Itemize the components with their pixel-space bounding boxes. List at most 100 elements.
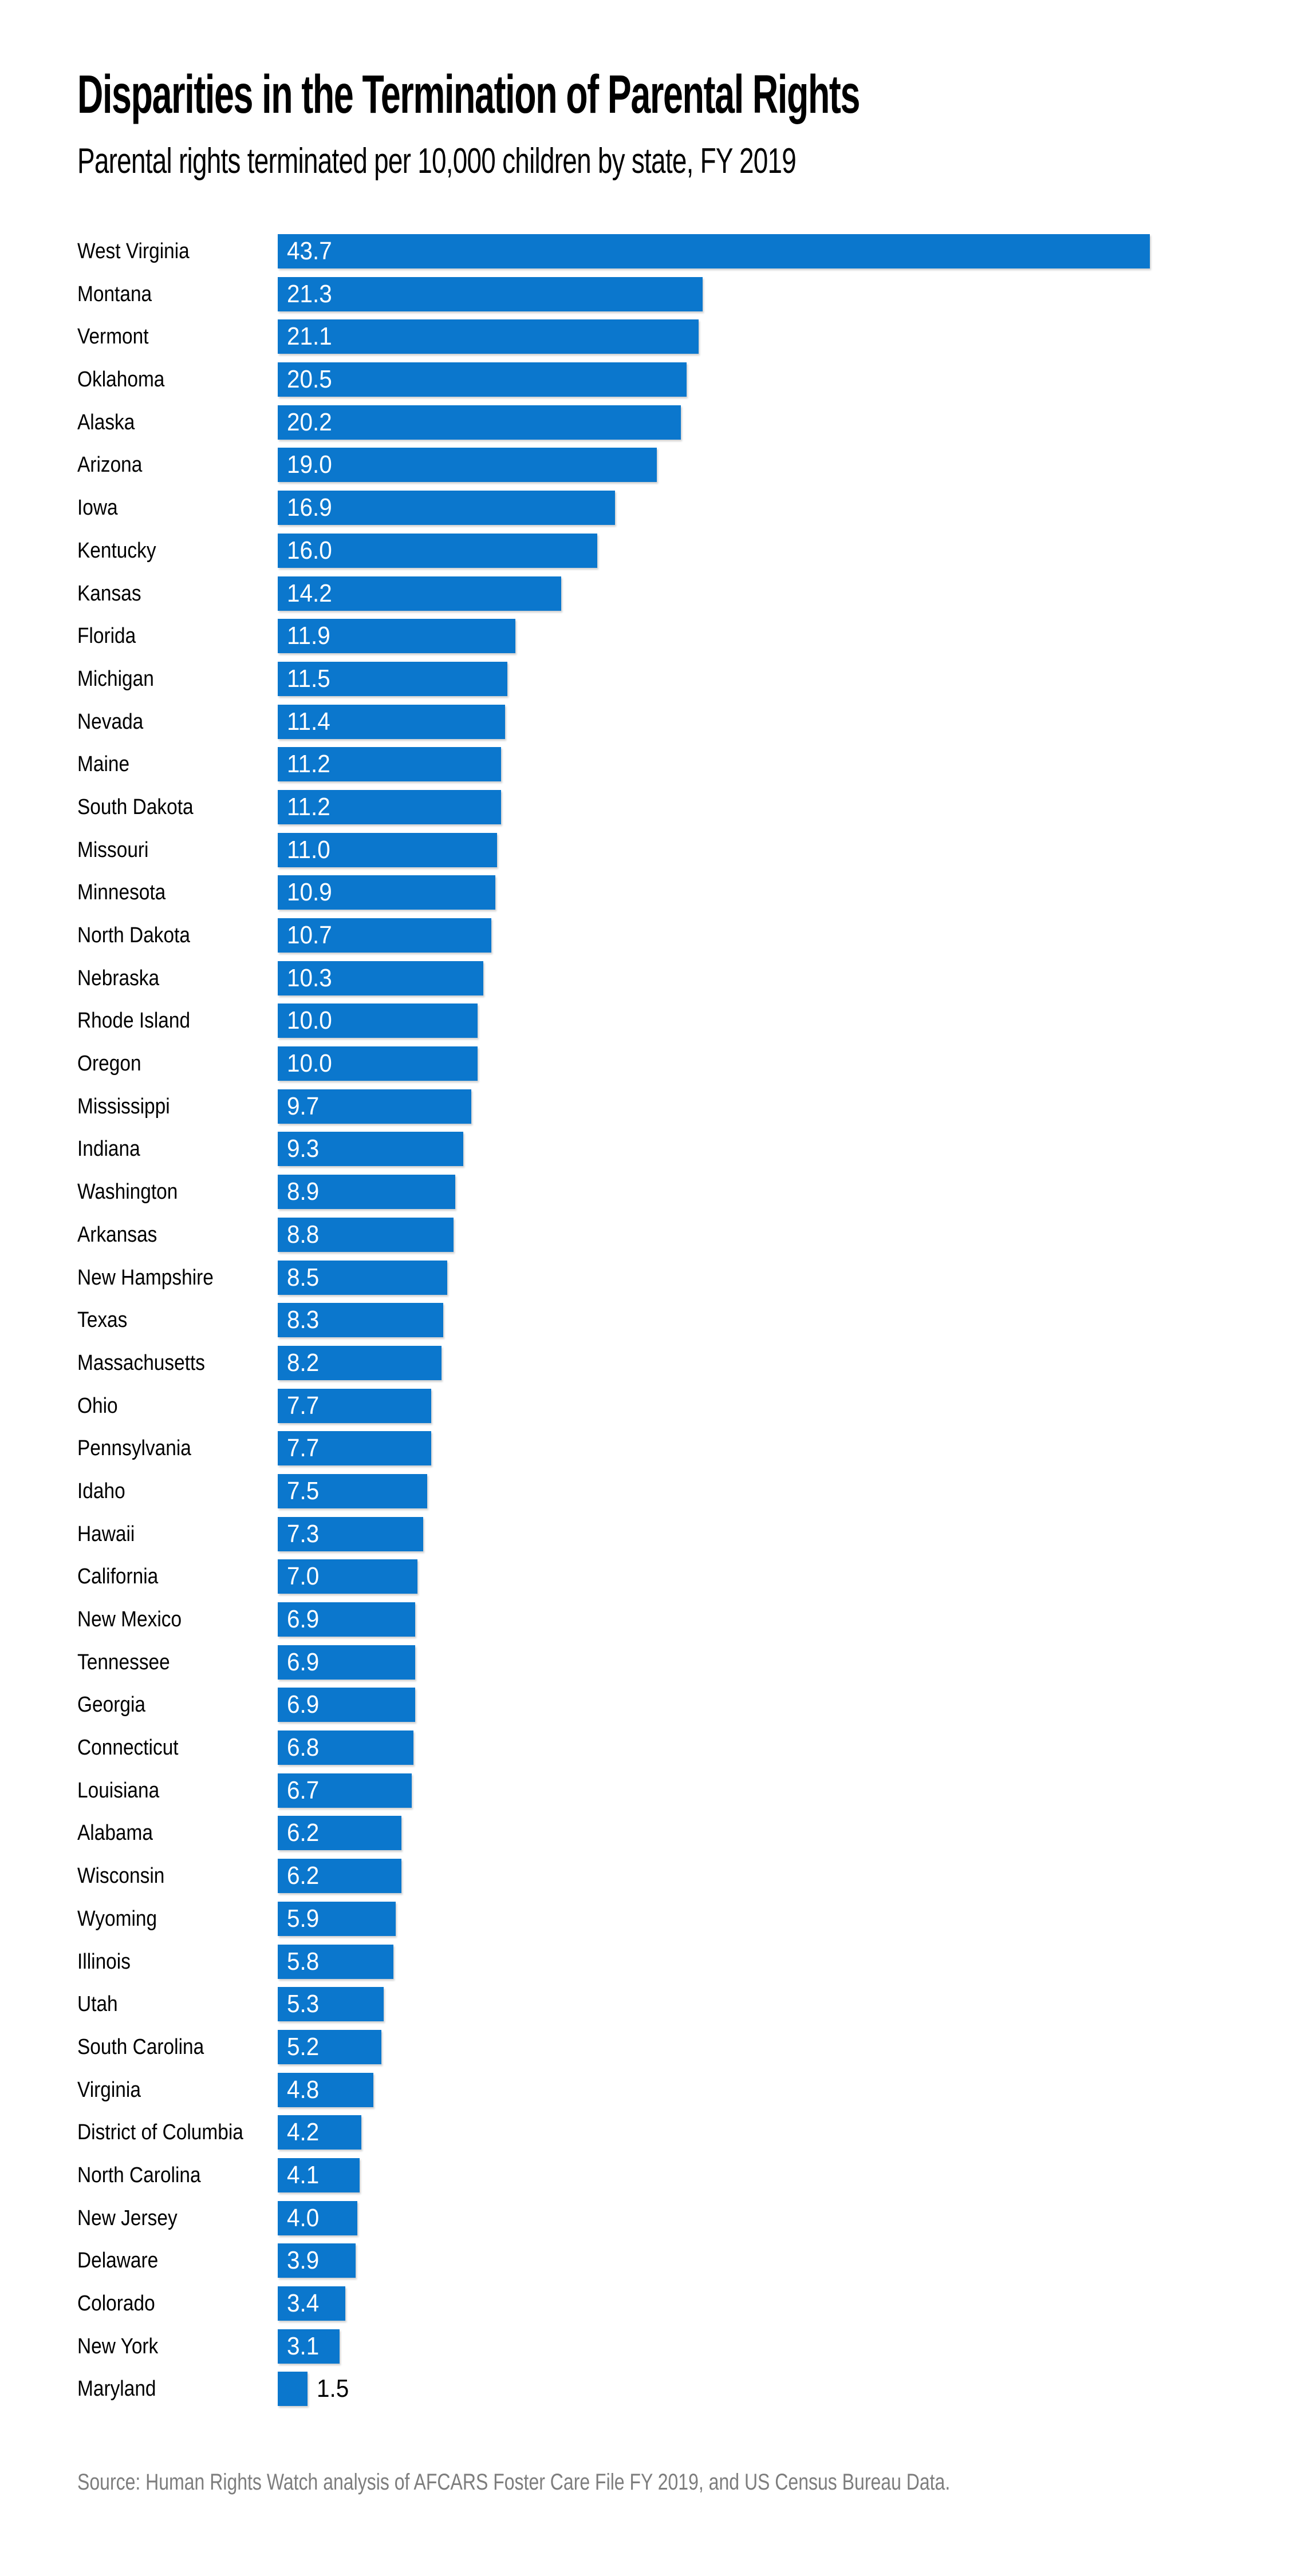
bar-track: 43.7	[278, 234, 1150, 268]
value-label: 6.8	[287, 1733, 320, 1762]
bar-row: Colorado 3.4	[77, 2286, 1289, 2321]
state-label: Michigan	[77, 666, 154, 691]
bar: 4.1	[278, 2158, 360, 2192]
bar: 8.5	[278, 1260, 448, 1295]
bar-row: Pennsylvania 7.7	[77, 1431, 1289, 1466]
bar-track: 5.8	[278, 1944, 1150, 1979]
state-label: Colorado	[77, 2291, 155, 2316]
bar: 11.0	[278, 832, 498, 867]
bar-row: Louisiana 6.7	[77, 1773, 1289, 1808]
bar-row: Texas 8.3	[77, 1303, 1289, 1338]
state-label: Nevada	[77, 709, 144, 734]
bar: 21.3	[278, 276, 703, 311]
bar: 7.3	[278, 1516, 424, 1551]
bar-track: 5.9	[278, 1901, 1150, 1936]
value-label: 7.0	[287, 1562, 320, 1591]
bar: 10.9	[278, 875, 495, 910]
value-label: 5.2	[287, 2032, 320, 2061]
bar: 11.9	[278, 619, 515, 654]
bar: 6.9	[278, 1645, 416, 1680]
bar: 11.2	[278, 747, 502, 782]
state-label: Pennsylvania	[77, 1436, 191, 1461]
state-label: Mississippi	[77, 1094, 170, 1119]
bar-row: West Virginia 43.7	[77, 234, 1289, 268]
state-label: West Virginia	[77, 239, 190, 263]
value-label: 10.7	[287, 921, 332, 949]
bar-row: Nebraska 10.3	[77, 961, 1289, 995]
bar: 19.0	[278, 448, 657, 483]
bar-row: Oklahoma 20.5	[77, 362, 1289, 397]
state-label: Kentucky	[77, 538, 156, 563]
bar: 16.9	[278, 491, 615, 526]
state-label: Iowa	[77, 496, 118, 520]
bar: 6.9	[278, 1602, 416, 1637]
state-label: New Hampshire	[77, 1265, 214, 1290]
bar-track: 7.7	[278, 1431, 1150, 1466]
bar-track: 4.8	[278, 2072, 1150, 2107]
bar: 5.2	[278, 2029, 382, 2064]
bar: 6.2	[278, 1859, 402, 1894]
value-label: 8.2	[287, 1348, 320, 1377]
state-label: Arizona	[77, 453, 143, 477]
state-label: Georgia	[77, 1693, 145, 1717]
value-label: 4.1	[287, 2160, 320, 2189]
state-label: Utah	[77, 1992, 118, 2017]
value-label: 21.3	[287, 279, 332, 308]
state-label: Rhode Island	[77, 1009, 191, 1033]
state-label: New Mexico	[77, 1607, 182, 1631]
state-label: Maryland	[77, 2377, 156, 2401]
state-label: Connecticut	[77, 1736, 179, 1760]
bar-track: 6.9	[278, 1688, 1150, 1722]
bar-track: 1.5	[278, 2372, 1150, 2407]
bar-row: Kentucky 16.0	[77, 533, 1289, 568]
bar-track: 10.0	[278, 1046, 1150, 1081]
state-label: Florida	[77, 624, 136, 649]
bar: 7.7	[278, 1388, 432, 1423]
state-label: Indiana	[77, 1137, 140, 1161]
bar-track: 3.1	[278, 2329, 1150, 2364]
bar: 6.2	[278, 1816, 402, 1851]
state-label: South Carolina	[77, 2034, 204, 2059]
bar: 10.0	[278, 1046, 478, 1081]
bar-row: Maryland 1.5	[77, 2372, 1289, 2407]
bar-track: 10.3	[278, 961, 1150, 995]
bar-row: Wyoming 5.9	[77, 1901, 1289, 1936]
bar-row: Delaware 3.9	[77, 2243, 1289, 2278]
value-label: 20.2	[287, 408, 332, 436]
bar-track: 7.7	[278, 1388, 1150, 1423]
state-label: Virginia	[77, 2077, 141, 2102]
bar: 6.9	[278, 1688, 416, 1722]
bar-row: Illinois 5.8	[77, 1944, 1289, 1979]
value-label: 4.0	[287, 2203, 320, 2232]
bar-track: 10.9	[278, 875, 1150, 910]
bar: 4.0	[278, 2200, 358, 2235]
bar-track: 9.7	[278, 1089, 1150, 1124]
bar-row: Arkansas 8.8	[77, 1217, 1289, 1252]
value-label: 11.0	[287, 835, 330, 864]
state-label: North Carolina	[77, 2163, 201, 2187]
bar-row: Indiana 9.3	[77, 1132, 1289, 1167]
bar-track: 8.5	[278, 1260, 1150, 1295]
bar-row: Minnesota 10.9	[77, 875, 1289, 910]
bar-track: 11.4	[278, 704, 1150, 739]
bar-track: 9.3	[278, 1132, 1150, 1167]
bar-row: Hawaii 7.3	[77, 1516, 1289, 1551]
bar-row: California 7.0	[77, 1559, 1289, 1594]
state-label: Oregon	[77, 1052, 141, 1076]
bar: 10.3	[278, 961, 483, 995]
value-label: 1.5	[317, 2374, 349, 2403]
bar-track: 20.5	[278, 362, 1150, 397]
bar-row: Massachusetts 8.2	[77, 1345, 1289, 1380]
bar-row: New York 3.1	[77, 2329, 1289, 2364]
bar-row: South Dakota 11.2	[77, 789, 1289, 824]
value-label: 11.4	[287, 707, 330, 736]
bar-row: Florida 11.9	[77, 619, 1289, 654]
state-label: Tennessee	[77, 1650, 170, 1674]
bar-track: 11.2	[278, 789, 1150, 824]
state-label: Arkansas	[77, 1222, 157, 1247]
bar-row: Iowa 16.9	[77, 491, 1289, 526]
bar-row: South Carolina 5.2	[77, 2029, 1289, 2064]
value-label: 10.9	[287, 878, 332, 907]
state-label: Montana	[77, 282, 152, 306]
value-label: 16.0	[287, 536, 332, 564]
